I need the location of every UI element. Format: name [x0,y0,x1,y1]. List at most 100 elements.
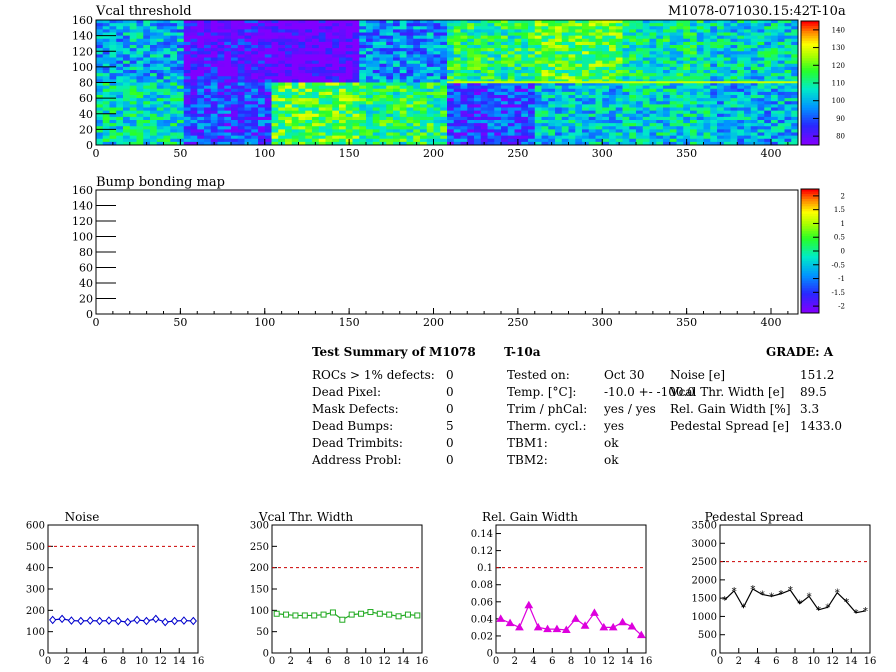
map-cell [561,88,569,93]
map-cell [96,95,104,99]
palette-band [801,28,819,32]
map-cell [480,45,488,49]
map-cell [224,29,232,33]
map-cell [615,107,623,112]
map-cell [548,120,556,124]
map-cell [359,85,367,90]
map-cell [386,76,394,80]
map-cell [210,73,218,77]
map-cell [379,38,387,43]
map-cell [750,95,758,99]
map-cell [285,129,293,133]
map-cell [210,76,218,80]
map-cell [487,57,495,62]
map-cell [717,54,725,58]
data-point [414,612,421,619]
map-cell [163,116,171,121]
map-cell [784,98,792,102]
map-cell [541,32,549,37]
map-cell [453,98,461,102]
map-cell [150,63,158,68]
map-cell [656,70,664,74]
map-cell [757,116,765,121]
map-cell [561,45,569,49]
map-cell [541,126,549,130]
map-cell [521,63,529,68]
palette-label: 1.5 [834,206,845,214]
map-cell [150,120,158,124]
map-cell [393,104,401,108]
map-cell [588,110,596,115]
map-cell [156,113,164,118]
map-cell [406,41,414,46]
map-cell [723,116,731,121]
y-tick-label: 120 [72,215,93,228]
palette-band [801,107,819,111]
map-cell [757,63,765,68]
map-cell [96,88,104,93]
map-cell [183,116,191,121]
map-cell [534,20,542,24]
map-cell [426,104,434,108]
map-cell [629,48,637,52]
map-cell [352,107,360,112]
map-cell [352,104,360,108]
map-cell [379,60,387,65]
map-cell [96,73,104,77]
map-cell [325,45,333,49]
map-cell [636,129,644,133]
map-cell [96,101,104,105]
map-cell [480,116,488,121]
summary-label: Pedestal Spread [e] [670,419,790,433]
map-cell [615,32,623,37]
map-cell [528,70,536,74]
map-cell [136,82,144,87]
map-cell [453,57,461,62]
map-cell [602,132,610,137]
map-cell [136,76,144,80]
map-cell [298,110,306,115]
map-cell [521,141,529,146]
map-cell [386,48,394,52]
map-cell [744,110,752,115]
map-cell [744,88,752,93]
palette-band [801,253,819,257]
map-cell [602,38,610,43]
map-cell [703,116,711,121]
map-cell [669,141,677,146]
map-cell [521,48,529,52]
map-cell [609,110,617,115]
map-cell [453,126,461,130]
y-tick-label: 0 [263,649,269,660]
map-cell [102,20,110,24]
palette-band [801,288,819,292]
map-cell [372,110,380,115]
map-cell [102,79,110,83]
map-cell [649,23,657,27]
map-cell [129,116,137,121]
palette-band [801,233,819,237]
map-cell [413,129,421,133]
map-cell [723,20,731,24]
map-cell [669,32,677,37]
map-cell [582,38,590,43]
map-cell [413,116,421,121]
map-cell [366,79,374,83]
map-cell [96,135,104,140]
map-cell [312,79,320,83]
map-cell [170,45,178,49]
map-cell [271,120,279,124]
map-cell [143,66,151,71]
map-cell [109,54,117,58]
map-cell [501,135,509,140]
map-cell [170,98,178,102]
map-cell [777,123,785,127]
map-cell [102,120,110,124]
map-cell [399,113,407,118]
summary-row: Temp. [°C]: -10.0 +- -100.0 [507,384,695,401]
map-cell [602,57,610,62]
map-cell [467,48,475,52]
map-cell [514,88,522,93]
map-cell [393,66,401,71]
map-cell [548,45,556,49]
